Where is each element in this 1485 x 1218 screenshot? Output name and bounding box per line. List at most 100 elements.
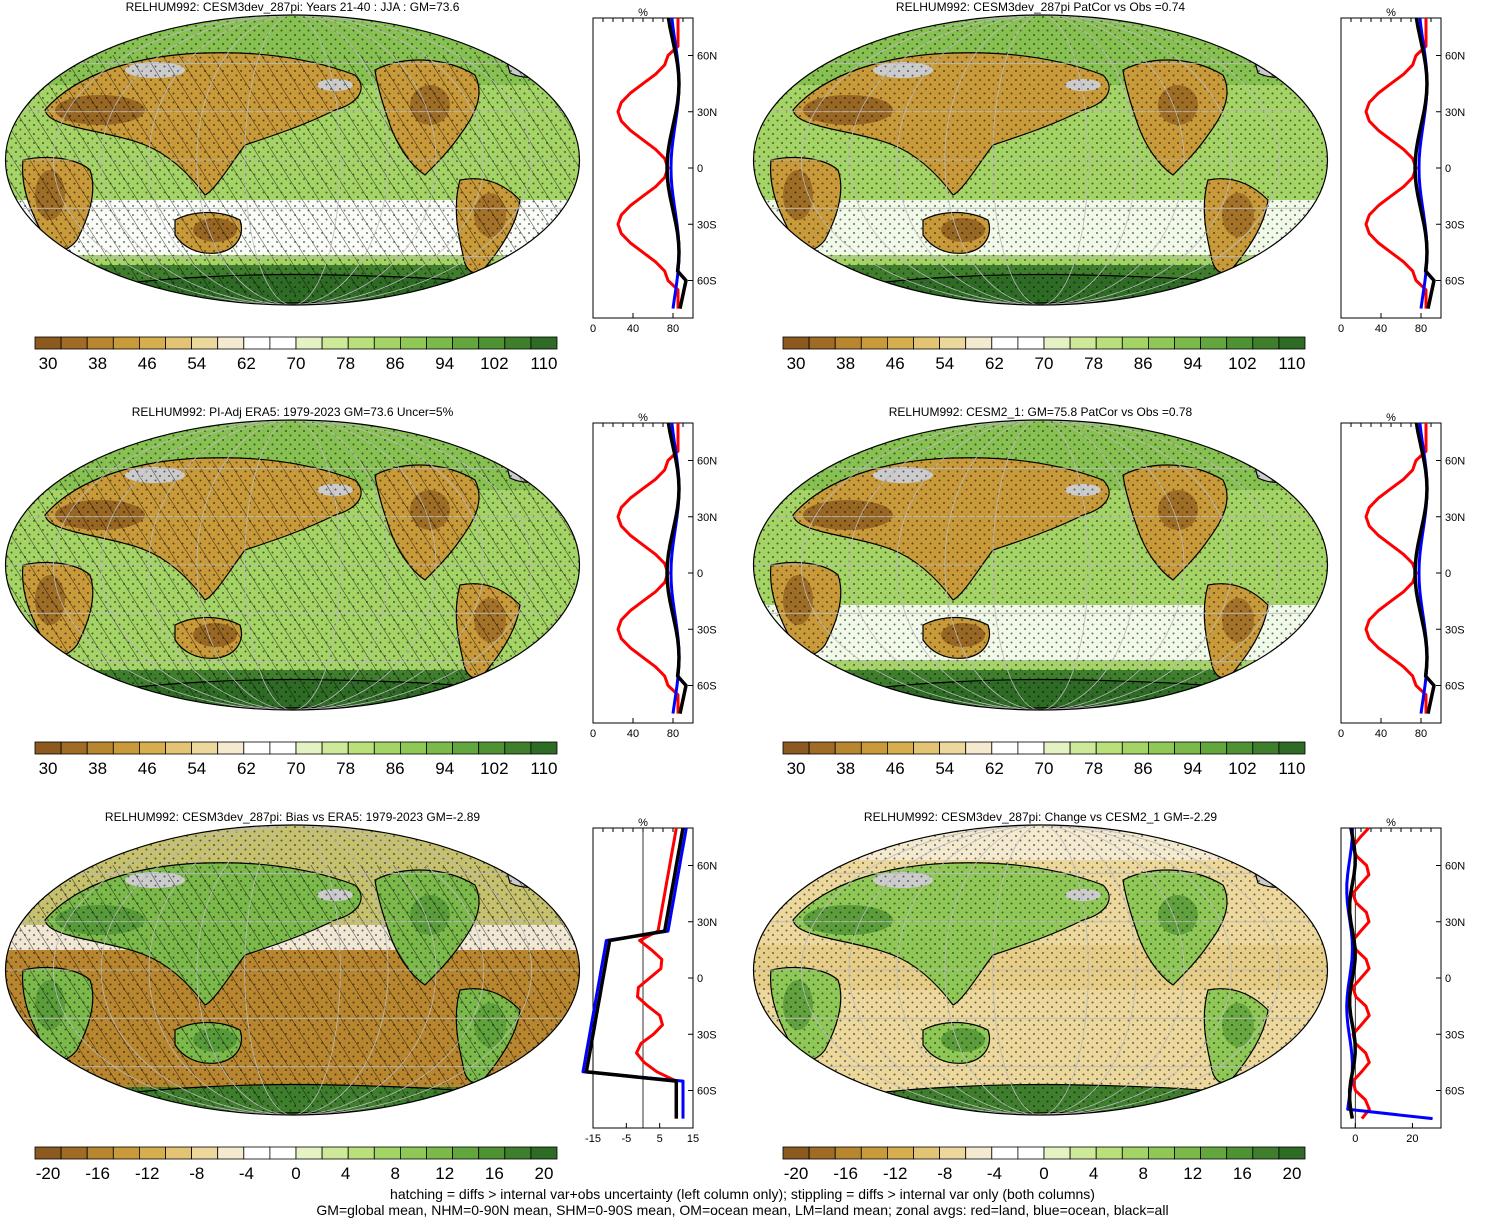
colorbar-label: 20	[534, 1164, 553, 1183]
map-title: RELHUM992: CESM2_1: GM=75.8 PatCor vs Ob…	[888, 405, 1193, 419]
colorbar-swatch	[808, 741, 836, 755]
colorbar-swatch	[1278, 336, 1306, 350]
colorbar-swatch	[165, 1146, 193, 1160]
colorbar-swatch	[504, 1146, 532, 1160]
colorbar-label: 62	[985, 354, 1004, 373]
zonal-lat-tick: 30S	[697, 624, 717, 636]
zonal-lat-tick: 60S	[1445, 681, 1465, 693]
colorbar-swatch	[1095, 741, 1123, 755]
zonal-lat-tick: 0	[697, 568, 703, 580]
zonal-lat-tick: 30N	[1445, 512, 1465, 524]
colorbar-swatch	[808, 1146, 836, 1160]
colorbar-swatch	[1147, 336, 1175, 350]
colorbar-label: -20	[36, 1164, 61, 1183]
colorbar-swatch	[504, 336, 532, 350]
zonal-x-tick: 40	[1375, 323, 1387, 335]
colorbar-label: 70	[287, 354, 306, 373]
colorbar-swatch	[452, 741, 480, 755]
colorbar-swatch	[782, 741, 810, 755]
colorbar-label: 0	[291, 1164, 300, 1183]
zonal-lat-tick: 0	[1445, 973, 1451, 985]
colorbar-label: 62	[237, 759, 256, 778]
colorbar-swatch	[321, 336, 349, 350]
colorbar-swatch	[1147, 741, 1175, 755]
map-plot	[4, 824, 581, 1116]
colorbar-swatch	[399, 741, 427, 755]
colorbar-label: -8	[937, 1164, 952, 1183]
colorbar: 30 38 46 54 62 70 78 86 94 102 110	[34, 336, 558, 373]
zonal-lat-tick: 60N	[697, 51, 717, 63]
colorbar-swatch	[269, 336, 297, 350]
colorbar-label: 16	[1233, 1164, 1252, 1183]
colorbar-swatch	[1278, 1146, 1306, 1160]
colorbar-swatch	[191, 1146, 219, 1160]
zonal-curve-all	[584, 827, 685, 1119]
zonal-lat-tick: 0	[697, 163, 703, 175]
map-plot	[752, 14, 1329, 306]
zonal-lat-tick: 60N	[697, 456, 717, 468]
colorbar-label: -16	[833, 1164, 858, 1183]
colorbar-swatch	[530, 741, 558, 755]
zonal-unit-label: %	[638, 412, 648, 424]
zonal-lat-tick: 60S	[1445, 276, 1465, 288]
colorbar-swatch	[426, 741, 454, 755]
map-plot	[752, 824, 1329, 1116]
colorbar-swatch	[112, 336, 140, 350]
colorbar-label: 12	[1183, 1164, 1202, 1183]
colorbar-swatch	[782, 336, 810, 350]
zonal-x-tick: 40	[627, 323, 639, 335]
colorbar-swatch	[913, 741, 941, 755]
zonal-x-tick: 0	[1338, 323, 1344, 335]
colorbar-label: 86	[386, 354, 405, 373]
colorbar: -20 -16 -12 -8 -4 0 4 8 12 16 20	[782, 1146, 1306, 1183]
colorbar-label: 30	[39, 759, 58, 778]
zonal-lat-tick: 60S	[1445, 1086, 1465, 1098]
colorbar-swatch	[1121, 1146, 1149, 1160]
zonal-x-tick: 0	[1338, 728, 1344, 740]
colorbar-swatch	[452, 336, 480, 350]
colorbar-swatch	[965, 1146, 993, 1160]
zonal-unit-label: %	[1386, 7, 1396, 19]
footer-note-means: GM=global mean, NHM=0-90N mean, SHM=0-90…	[316, 1202, 1169, 1218]
colorbar-swatch	[217, 1146, 245, 1160]
zonal-lat-tick: 30N	[1445, 917, 1465, 929]
colorbar-swatch	[991, 1146, 1019, 1160]
zonal-lat-tick: 30S	[697, 219, 717, 231]
colorbar-label: -20	[784, 1164, 809, 1183]
zonal-x-tick: 15	[687, 1133, 699, 1145]
zonal-x-tick: 0	[1352, 1133, 1358, 1145]
colorbar-label: 46	[886, 759, 905, 778]
colorbar-label: 102	[1228, 759, 1256, 778]
colorbar-label: 78	[1084, 759, 1103, 778]
colorbar-swatch	[243, 741, 271, 755]
colorbar-label: 70	[1035, 354, 1054, 373]
colorbar-label: -8	[189, 1164, 204, 1183]
colorbar-swatch	[1174, 741, 1202, 755]
colorbar-swatch	[34, 741, 62, 755]
zonal-curve-all	[665, 422, 688, 714]
zonal-mean-plot: % 0 40 80 60N 30N 0 30S 60S	[1338, 412, 1465, 740]
colorbar-label: 46	[886, 354, 905, 373]
map-plot	[4, 419, 581, 711]
colorbar-swatch	[860, 741, 888, 755]
colorbar-swatch	[478, 1146, 506, 1160]
colorbar-label: 54	[935, 759, 954, 778]
zonal-lat-tick: 0	[1445, 568, 1451, 580]
colorbar-swatch	[269, 741, 297, 755]
colorbar-label: 12	[435, 1164, 454, 1183]
colorbar-label: 102	[480, 354, 508, 373]
colorbar-swatch	[217, 741, 245, 755]
colorbar-label: -12	[883, 1164, 908, 1183]
colorbar-label: 62	[237, 354, 256, 373]
colorbar-label: 38	[836, 759, 855, 778]
colorbar-label: 78	[336, 759, 355, 778]
colorbar-label: -16	[85, 1164, 110, 1183]
zonal-unit-label: %	[638, 7, 648, 19]
zonal-lat-tick: 60S	[697, 1086, 717, 1098]
colorbar-swatch	[373, 1146, 401, 1160]
zonal-unit-label: %	[1386, 817, 1396, 829]
colorbar-swatch	[34, 1146, 62, 1160]
colorbar-label: 4	[1089, 1164, 1098, 1183]
colorbar-label: 54	[187, 354, 206, 373]
colorbar-swatch	[165, 741, 193, 755]
